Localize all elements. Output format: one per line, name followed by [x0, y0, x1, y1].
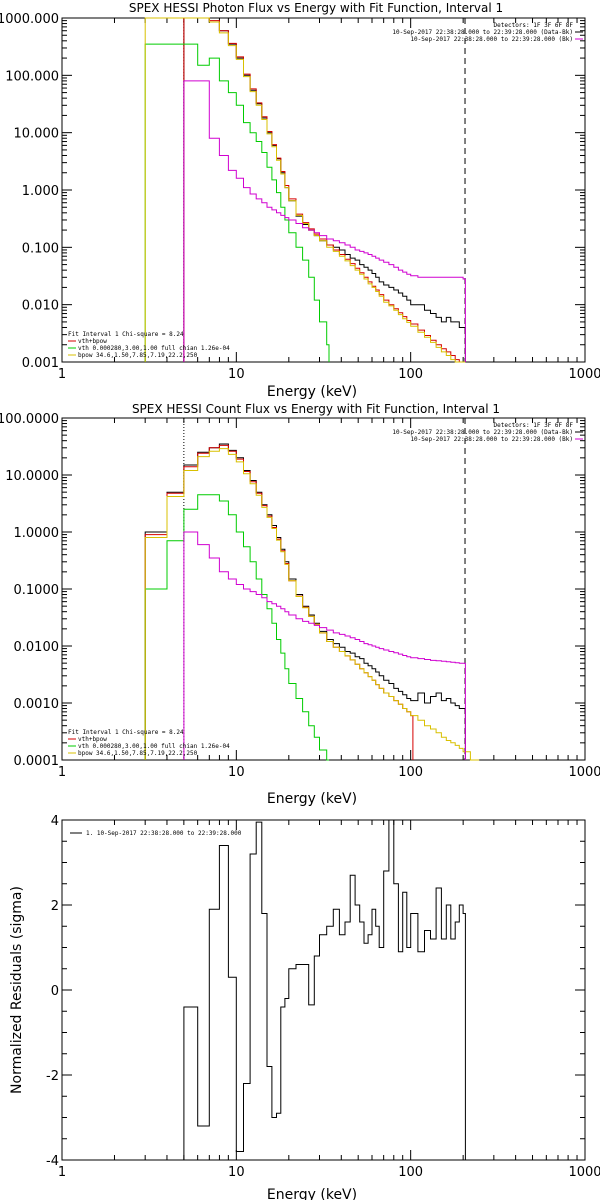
plot-area: [61, 17, 586, 363]
y-tick-label: 100.000: [5, 69, 59, 84]
y-tick-label: 1.000: [22, 184, 59, 199]
y-tick-label: 1.0000: [14, 526, 60, 541]
y-tick-label: 0.0010: [14, 697, 60, 712]
y-tick-label: 0.1000: [14, 583, 60, 598]
series-vth-bpow-total-line: [183, 17, 466, 363]
count-flux-panel: SPEX HESSI Count Flux vs Energy with Fit…: [0, 402, 600, 807]
x-tick-label: 1: [58, 765, 66, 780]
legend-entry: Fit Interval 1 Chi-square = 8.24: [68, 331, 184, 338]
y-tick-label: 10.0000: [5, 469, 59, 484]
plot-area: [61, 819, 586, 1161]
x-tick-label: 1000: [568, 765, 600, 780]
chart-title: SPEX HESSI Photon Flux vs Energy with Fi…: [129, 1, 503, 15]
legend-entry: 1. 10-Sep-2017 22:38:28.000 to 22:39:28.…: [86, 830, 242, 837]
y-tick-label: 0.010: [22, 299, 59, 314]
x-tick-label: 1: [58, 1165, 66, 1180]
series-bpow-line: [144, 17, 466, 363]
y-tick-label: -2: [46, 1069, 59, 1084]
chart-title: SPEX HESSI Count Flux vs Energy with Fit…: [132, 402, 500, 416]
info-line: 10-Sep-2017 22:38:28.000 to 22:39:28.000…: [392, 429, 573, 436]
series-model-line: [144, 444, 414, 760]
x-tick-label: 100: [398, 765, 423, 780]
legend-entry: vth 0.000280,3.00,1.00 full chian 1.26e-…: [78, 345, 230, 352]
series-data-line: [144, 443, 466, 760]
x-tick-label: 10: [228, 367, 245, 382]
x-tick-label: 10: [228, 765, 245, 780]
y-tick-label: 1000.000: [0, 12, 59, 27]
x-tick-label: 1: [58, 367, 66, 382]
info-line: 10-Sep-2017 22:38:28.000 to 22:39:28.000…: [392, 29, 573, 36]
series-bpow-line: [144, 448, 480, 761]
y-tick-label: 0.001: [22, 356, 59, 371]
legend-entry: bpow 34.6,1.50,7.85,7.19,22.2,250: [78, 352, 198, 359]
info-line: Detectors: 1F 3F 6F 8F: [494, 22, 574, 29]
x-tick-label: 10: [228, 1165, 245, 1180]
legend-entry: vth 0.000280,3.00,1.00 full chian 1.26e-…: [78, 743, 230, 750]
info-line: Detectors: 1F 3F 6F 8F: [494, 422, 574, 429]
x-axis-label: Energy (keV): [267, 791, 357, 807]
residuals-panel: 1 10 100 1000 -4 -2 0 2 4 Energy (keV) Normalize…: [9, 814, 600, 1200]
legend-entry: Fit Interval 1 Chi-square = 8.24: [68, 729, 184, 736]
series-vth-line: [144, 494, 329, 761]
x-tick-label: 1000: [568, 1165, 600, 1180]
series-bk-line: [183, 531, 466, 760]
x-tick-label: 1000: [568, 367, 600, 382]
series-1-10-sep-2017-22-38-28-000-to-22-39-28-000-line: [183, 819, 466, 1160]
y-tick-label: 10.000: [14, 127, 60, 142]
x-tick-label: 100: [398, 367, 423, 382]
y-tick-label: -4: [46, 1154, 59, 1169]
x-axis-label: Energy (keV): [267, 384, 357, 400]
info-line: 10-Sep-2017 22:38:28.000 to 22:39:28.000…: [410, 36, 573, 43]
legend-entry: vth+bpow: [78, 736, 107, 743]
info-line: 10-Sep-2017 22:38:28.000 to 22:39:28.000…: [410, 436, 573, 443]
y-tick-label: 2: [51, 899, 59, 914]
y-tick-label: 4: [51, 814, 59, 829]
plot-area: [61, 417, 586, 761]
y-axis-label: Normalized Residuals (sigma): [9, 886, 25, 1094]
photon-flux-panel: SPEX HESSI Photon Flux vs Energy with Fi…: [0, 1, 600, 400]
y-tick-label: 0: [51, 984, 59, 999]
y-tick-label: 0.0100: [14, 640, 60, 655]
series-vth-line: [144, 43, 330, 362]
x-axis-label: Energy (keV): [267, 1187, 357, 1200]
legend-entry: bpow 34.6,1.50,7.85,7.19,22.2,250: [78, 750, 198, 757]
y-tick-label: 100.0000: [0, 412, 59, 427]
series-vth-bpow-line: [183, 17, 466, 362]
y-tick-label: 0.0001: [14, 754, 60, 769]
x-tick-label: 100: [398, 1165, 423, 1180]
y-tick-label: 0.100: [22, 241, 59, 256]
series-bk-line: [183, 80, 466, 362]
legend-entry: vth+bpow: [78, 338, 107, 345]
